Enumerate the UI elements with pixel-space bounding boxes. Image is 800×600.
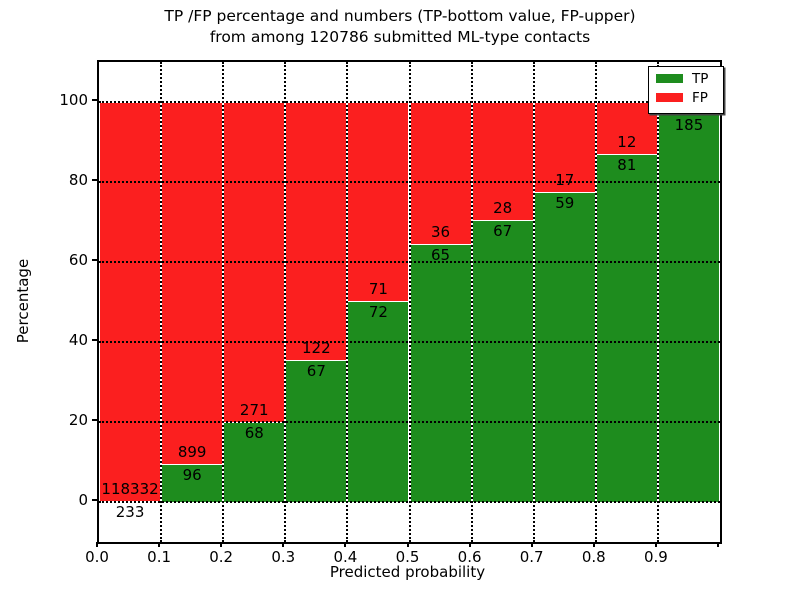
fp-count-label: 36 (431, 223, 451, 242)
x-tick-label: 0.5 (395, 548, 420, 566)
fp-count-label: 17 (555, 170, 575, 189)
legend-item: TP (649, 69, 723, 88)
tp-count-label: 59 (555, 193, 575, 212)
x-tick-mark (406, 542, 409, 547)
x-tick-label: 0.0 (85, 548, 109, 566)
tp-bar-segment (285, 360, 348, 502)
y-tick-label: 80 (68, 171, 88, 189)
vertical-gridline (346, 62, 349, 542)
fp-bar-segment (99, 102, 162, 502)
fp-bar-segment (285, 102, 348, 361)
y-axis-label: Percentage (14, 258, 32, 344)
tp-bar-segment (409, 244, 472, 502)
x-tick-label: 0.1 (147, 548, 172, 566)
plot-area: TP FP 118332 233 899 96 271 68 122 67 71 72 36 65 28 6… (97, 60, 724, 544)
tp-bar-segment (347, 300, 410, 502)
y-tick-label: 40 (68, 331, 88, 349)
tp-count-label: 67 (306, 362, 326, 381)
y-tick-label: 100 (59, 91, 88, 109)
y-tick-mark (92, 259, 97, 261)
fp-bar-segment (161, 102, 224, 464)
chart-title: TP /FP percentage and numbers (TP-bottom… (0, 6, 800, 48)
vertical-gridline (656, 62, 659, 542)
tp-bar-segment (595, 153, 658, 502)
tp-count-label: 233 (115, 503, 145, 522)
fp-bar-segment (409, 102, 472, 245)
tp-count-label: 65 (431, 246, 451, 265)
horizontal-gridline (99, 261, 720, 263)
x-tick-label: 0.3 (271, 548, 296, 566)
horizontal-gridline (99, 421, 720, 423)
x-tick-label: 0.8 (581, 548, 606, 566)
x-tick-mark (530, 542, 533, 547)
fp-count-label: 118332 (101, 480, 159, 499)
fp-count-label: 122 (302, 339, 331, 358)
tp-bar-segment (533, 191, 596, 502)
tp-count-label: 185 (674, 116, 704, 135)
vertical-gridline (594, 62, 597, 542)
vertical-gridline (470, 62, 473, 542)
y-tick-label: 60 (68, 251, 88, 269)
vertical-gridline (160, 62, 163, 542)
tp-count-label: 68 (244, 423, 264, 442)
fp-count-label: 899 (177, 442, 207, 461)
fp-count-label: 12 (617, 132, 637, 151)
horizontal-gridline (99, 501, 720, 503)
legend-item-label: TP (692, 70, 709, 87)
chart-title-line1: TP /FP percentage and numbers (TP-bottom… (164, 7, 636, 25)
legend-item-label: FP (692, 89, 708, 106)
y-tick-mark (92, 99, 97, 101)
fp-count-label: 271 (239, 400, 269, 419)
x-tick-label: 0.2 (209, 548, 234, 566)
horizontal-gridline (99, 341, 720, 343)
y-tick-mark (92, 339, 97, 341)
x-tick-label: 0.7 (519, 548, 544, 566)
y-tick-label: 0 (78, 491, 88, 509)
x-tick-label: 0.6 (457, 548, 482, 566)
x-tick-label: 0.4 (333, 548, 358, 566)
fp-count-label: 71 (368, 279, 388, 298)
x-tick-label: 0.9 (643, 548, 668, 566)
vertical-gridline (532, 62, 535, 542)
horizontal-gridline (99, 181, 720, 183)
x-tick-mark (282, 542, 285, 547)
x-tick-mark (158, 542, 161, 547)
x-tick-mark (96, 542, 98, 547)
x-tick-mark (592, 542, 595, 547)
vertical-gridline (284, 62, 287, 542)
tp-count-label: 96 (182, 465, 202, 484)
tp-count-label: 67 (493, 222, 513, 240)
x-tick-mark (468, 542, 471, 547)
horizontal-gridline (99, 101, 720, 103)
fp-legend-swatch (656, 93, 683, 102)
x-tick-mark (344, 542, 347, 547)
y-tick-mark (92, 179, 97, 181)
tp-legend-swatch (656, 74, 683, 83)
x-tick-mark (717, 542, 719, 547)
x-tick-mark (220, 542, 223, 547)
chart-title-line2: from among 120786 submitted ML-type cont… (209, 28, 591, 46)
y-tick-label: 20 (68, 411, 88, 429)
fp-bar-segment (347, 102, 410, 301)
y-tick-mark (92, 419, 97, 421)
x-tick-mark (654, 542, 657, 547)
tp-bar-segment (657, 114, 720, 502)
fp-count-label: 28 (493, 199, 513, 217)
tp-count-label: 72 (368, 302, 388, 321)
legend: TP FP (648, 66, 724, 114)
y-tick-mark (92, 499, 97, 501)
vertical-gridline (222, 62, 225, 542)
tp-count-label: 81 (617, 155, 637, 174)
legend-item: FP (649, 88, 723, 107)
x-axis-label: Predicted probability (329, 563, 486, 581)
vertical-gridline (408, 62, 411, 542)
